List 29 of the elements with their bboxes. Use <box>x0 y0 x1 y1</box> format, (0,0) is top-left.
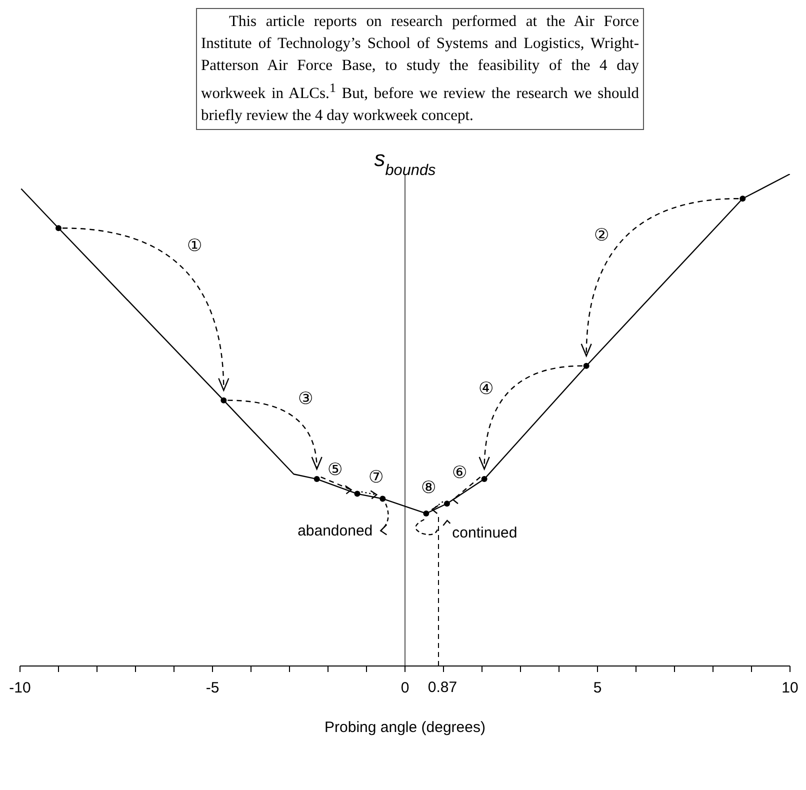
point <box>423 510 430 517</box>
point <box>444 500 450 507</box>
annotation: continued <box>452 524 518 542</box>
x-tick-label: 0 <box>400 680 410 697</box>
text: This article reports on research performed at the Air Force Institute of Technology’s School of Systems and Logistics, Wright-Patterson Air Force Base, to study the feasibility of the 4 day workweek in ALCs.$^{1}$ But, before we review the research we should briefly review the 4 day workweek concept. <box>196 8 644 130</box>
annotation: ⑥ <box>452 462 468 482</box>
annotation: ⑦ <box>368 468 384 487</box>
point <box>583 363 590 370</box>
point <box>481 476 488 482</box>
point <box>220 397 227 404</box>
annotation: ⑧ <box>421 478 436 498</box>
x-axis-title: Probing angle (degrees) <box>324 719 486 736</box>
point <box>740 196 746 202</box>
annotation: ③ <box>298 389 314 408</box>
point <box>354 490 360 497</box>
annotation: ① <box>186 236 202 256</box>
x-tick-label: -10 <box>9 680 31 697</box>
annotation: ④ <box>478 379 494 398</box>
x-tick-label: 5 <box>593 680 602 697</box>
x-tick-label: 10 <box>782 680 798 697</box>
annotation: ⑤ <box>328 460 343 480</box>
ref-line-label: 0.87 <box>428 679 458 696</box>
point <box>56 225 62 232</box>
point <box>314 476 320 482</box>
annotation: ② <box>594 226 609 245</box>
annotation: abandoned <box>298 522 373 540</box>
point <box>380 496 386 502</box>
ref-line-label: s$_{bounds}$ <box>374 146 436 179</box>
x-tick-label: -5 <box>206 680 220 697</box>
